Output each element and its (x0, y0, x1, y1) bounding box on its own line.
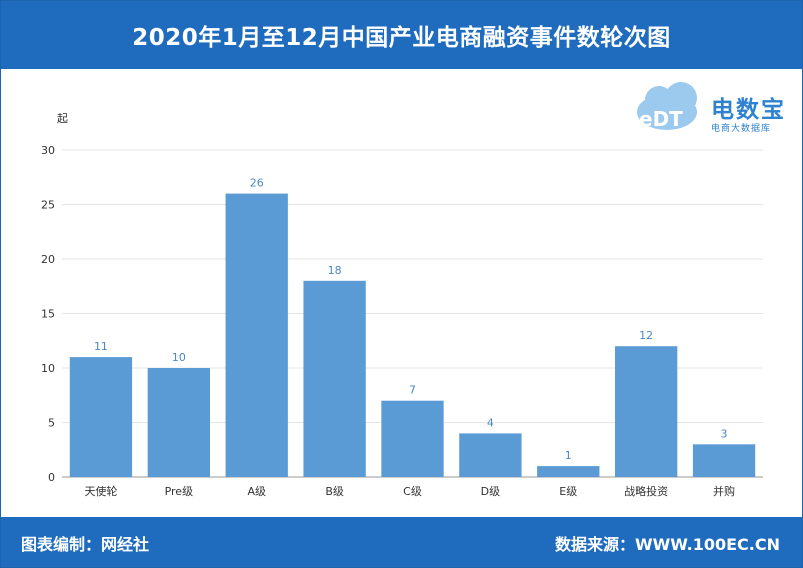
x-tick-labels: 天使轮 Pre级 A级 B级 C级 D级 E级 战略投资 并购 (84, 484, 735, 498)
bar-value-label: 26 (250, 177, 264, 190)
bar-value-label: 1 (565, 449, 572, 462)
x-tick-label: 并购 (713, 484, 735, 498)
footer-banner: 图表编制：网经社 数据来源：WWW.100EC.CN (1, 517, 802, 567)
x-tick-label: 天使轮 (84, 484, 117, 498)
bar (303, 280, 366, 477)
y-tick-labels: 0 5 10 15 20 25 30 (41, 144, 55, 484)
footer-source: 数据来源：WWW.100EC.CN (554, 535, 780, 554)
y-tick-label: 30 (41, 144, 55, 157)
x-tick-label: D级 (481, 485, 500, 498)
bar-value-label: 18 (328, 264, 342, 277)
bar-value-label: 11 (94, 340, 108, 353)
bar (69, 357, 133, 477)
chart-title: 2020年1月至12月中国产业电商融资事件数轮次图 (132, 25, 671, 51)
bar (147, 368, 210, 477)
y-tick-label: 10 (41, 362, 55, 375)
x-tick-label: 战略投资 (624, 484, 668, 498)
header-banner: 2020年1月至12月中国产业电商融资事件数轮次图 (1, 1, 802, 69)
bar (381, 400, 444, 477)
bar (537, 466, 600, 477)
y-tick-label: 0 (48, 471, 55, 484)
bar-value-label: 10 (172, 351, 186, 364)
bar-value-label: 4 (487, 416, 494, 429)
value-labels: 11 10 26 18 7 4 1 12 3 (94, 177, 728, 463)
y-tick-label: 25 (41, 199, 55, 212)
logo-brand: 电数宝 (711, 97, 786, 123)
x-tick-label: A级 (247, 485, 266, 498)
x-tick-label: E级 (559, 485, 577, 498)
x-tick-label: C级 (403, 485, 422, 498)
bar (692, 444, 756, 477)
bar (459, 433, 522, 477)
bar (225, 193, 288, 477)
logo-subtitle: 电商大数据库 (711, 124, 772, 134)
bar-value-label: 3 (721, 427, 728, 440)
bar-value-label: 7 (409, 384, 416, 397)
edt-logo: eDT 电数宝 电商大数据库 (633, 78, 793, 138)
logo-mark: eDT (639, 107, 683, 131)
bar-value-label: 12 (639, 329, 653, 342)
x-tick-label: Pre级 (165, 485, 194, 498)
y-tick-label: 5 (48, 417, 55, 430)
x-tick-label: B级 (325, 485, 344, 498)
bar (615, 346, 678, 477)
bars (69, 193, 756, 477)
y-tick-label: 15 (41, 308, 55, 321)
y-tick-label: 20 (41, 253, 55, 266)
cloud-logo-icon: eDT (637, 82, 697, 131)
y-axis-unit-label: 起 (57, 112, 68, 125)
footer-compiler: 图表编制：网经社 (21, 535, 150, 554)
